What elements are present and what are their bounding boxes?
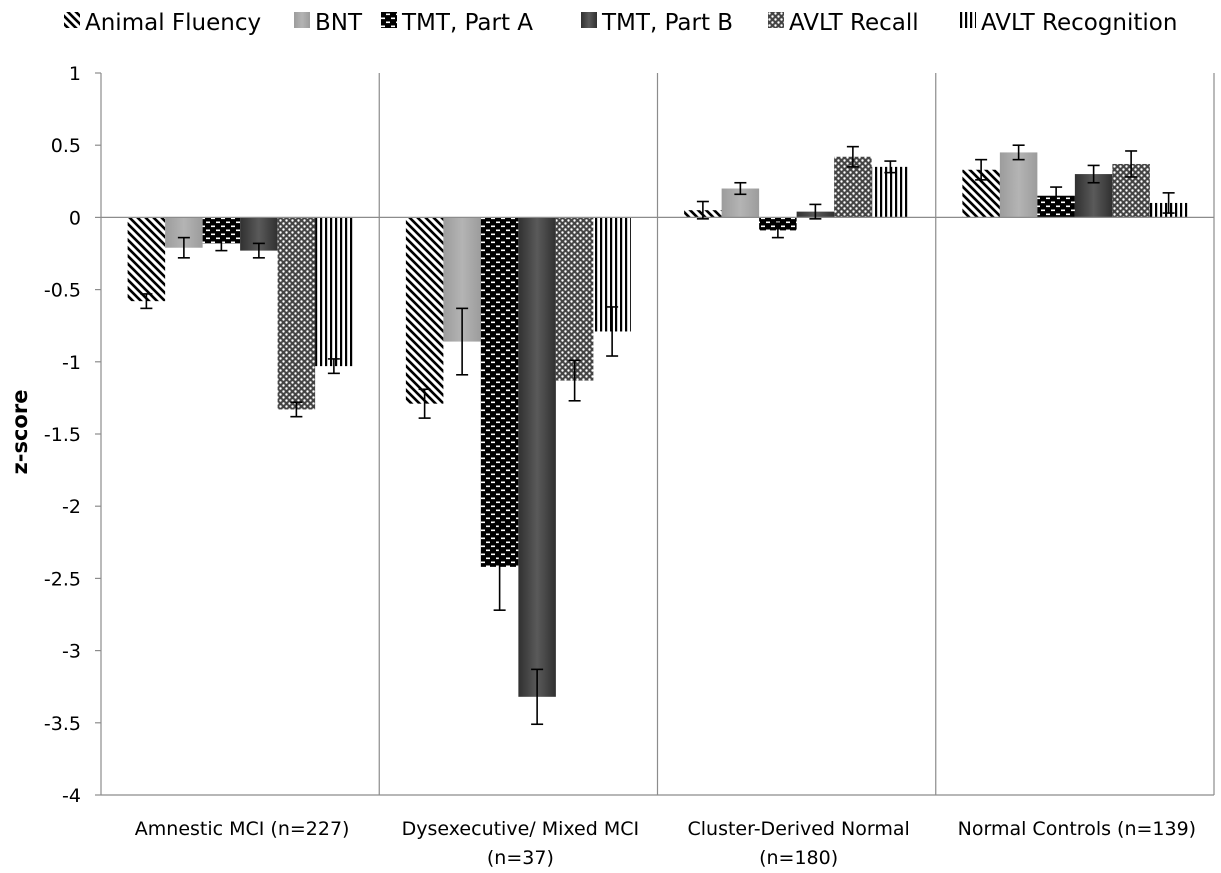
y-tick-label: 0 bbox=[69, 207, 81, 229]
bar bbox=[871, 166, 910, 218]
legend-swatch bbox=[768, 12, 784, 28]
error-bar bbox=[456, 307, 469, 376]
error-bar bbox=[734, 181, 747, 196]
error-bars bbox=[140, 144, 1175, 726]
bar bbox=[315, 217, 353, 367]
error-bar bbox=[290, 401, 303, 418]
error-bar bbox=[846, 145, 859, 168]
error-bar bbox=[140, 293, 153, 310]
legend: Animal Fluency BNT TMT, Part A TMT, Part B A… bbox=[64, 10, 1177, 36]
error-bar bbox=[327, 358, 340, 375]
y-tick-label: -1 bbox=[62, 352, 81, 374]
y-tick-label: 0.5 bbox=[51, 135, 81, 157]
category-label: Normal Controls (n=139) bbox=[958, 818, 1196, 840]
y-axis-title: z-score bbox=[8, 390, 32, 475]
y-tick-label: -2 bbox=[62, 496, 81, 518]
legend-swatch bbox=[960, 12, 976, 28]
error-bar bbox=[215, 235, 228, 252]
error-bar bbox=[1012, 144, 1025, 161]
y-tick-label: -2.5 bbox=[44, 568, 81, 590]
error-bar bbox=[771, 222, 784, 239]
bar bbox=[480, 217, 519, 567]
y-tick-label: -3 bbox=[62, 641, 81, 663]
error-bar bbox=[568, 359, 581, 402]
bar bbox=[1037, 195, 1075, 218]
y-axis-ticks: 1 0.5 0 -0.5 -1 -1.5 -2 -2.5 -3 -3.5 -4 bbox=[44, 63, 101, 807]
legend-swatch bbox=[381, 12, 397, 28]
category-label: Amnestic MCI (n=227) bbox=[135, 818, 350, 840]
error-bar bbox=[252, 242, 265, 259]
legend-label: BNT bbox=[315, 10, 363, 36]
legend-label: AVLT Recognition bbox=[981, 10, 1177, 36]
y-tick-label: 1 bbox=[69, 63, 81, 85]
legend-swatch bbox=[294, 12, 310, 28]
bar bbox=[999, 152, 1038, 218]
category-label: Dysexecutive/ Mixed MCI (n=37) bbox=[402, 818, 639, 869]
legend-item: TMT, Part A bbox=[381, 10, 533, 36]
error-bar bbox=[1050, 186, 1063, 206]
y-tick-label: -4 bbox=[62, 785, 81, 807]
bar bbox=[277, 217, 316, 410]
error-bar bbox=[809, 203, 822, 220]
legend-item: TMT, Part B bbox=[581, 10, 733, 36]
y-tick-label: -3.5 bbox=[44, 713, 81, 735]
legend-item: Animal Fluency bbox=[64, 10, 261, 36]
plot-frame bbox=[100, 73, 1215, 796]
legend-label: TMT, Part A bbox=[401, 10, 533, 36]
legend-label: Animal Fluency bbox=[85, 10, 261, 36]
legend-item: AVLT Recall bbox=[768, 10, 919, 36]
legend-label: TMT, Part B bbox=[601, 10, 733, 36]
bar bbox=[518, 217, 556, 697]
error-bar bbox=[493, 522, 506, 611]
error-bar bbox=[975, 158, 988, 181]
bar bbox=[127, 217, 166, 302]
y-tick-label: -0.5 bbox=[44, 280, 81, 302]
error-bar bbox=[1087, 164, 1100, 184]
error-bar bbox=[418, 388, 431, 419]
bar bbox=[405, 217, 444, 404]
legend-item: BNT bbox=[294, 10, 363, 36]
y-tick-label: -1.5 bbox=[44, 424, 81, 446]
legend-swatch bbox=[64, 12, 80, 28]
category-labels: Amnestic MCI (n=227) Dysexecutive/ Mixed … bbox=[135, 818, 1196, 869]
bars bbox=[127, 152, 1188, 697]
category-label: Cluster-Derived Normal (n=180) bbox=[687, 818, 909, 869]
error-bar bbox=[696, 200, 709, 220]
error-bar bbox=[1125, 150, 1138, 178]
error-bar bbox=[1162, 192, 1175, 214]
error-bar bbox=[884, 160, 897, 174]
error-bar bbox=[531, 668, 544, 726]
error-bar bbox=[606, 306, 619, 357]
legend-swatch bbox=[581, 12, 597, 28]
legend-label: AVLT Recall bbox=[789, 10, 919, 36]
legend-item: AVLT Recognition bbox=[960, 10, 1177, 36]
error-bar bbox=[177, 236, 190, 259]
bar bbox=[555, 217, 594, 381]
